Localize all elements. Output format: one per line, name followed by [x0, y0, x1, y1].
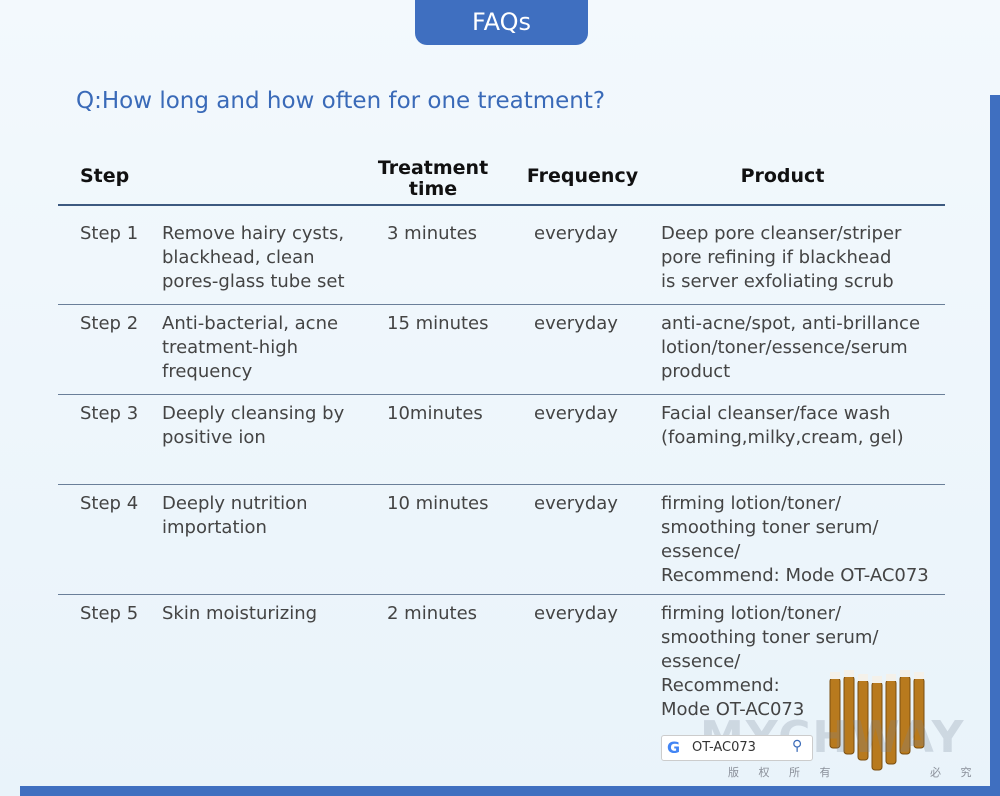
- row-rule: [58, 304, 945, 305]
- watermark-notice: 版 权 所 有: [728, 766, 839, 779]
- watermark-notice: 必 究: [930, 766, 980, 779]
- frequency: everyday: [534, 603, 618, 624]
- row-rule: [58, 394, 945, 395]
- step-description: Anti-bacterial, acne: [162, 313, 339, 334]
- step-description: frequency: [162, 361, 253, 382]
- bottom-bar: [20, 786, 1000, 796]
- product: product: [661, 361, 731, 382]
- frequency: everyday: [534, 223, 618, 244]
- row-rule: [58, 594, 945, 595]
- product: essence/: [661, 541, 741, 562]
- step-description: treatment-high: [162, 337, 299, 358]
- question: Q:How long and how often for one treatme…: [76, 88, 606, 114]
- treatment-time: 15 minutes: [387, 313, 489, 334]
- product: is server exfoliating scrub: [661, 271, 894, 292]
- treatment-time: 10 minutes: [387, 493, 489, 514]
- product: Facial cleanser/face wash: [661, 403, 891, 424]
- product: anti-acne/spot, anti-brillance: [661, 313, 921, 334]
- tab: FAQs: [415, 0, 588, 45]
- column-header: Step: [80, 165, 130, 187]
- product: firming lotion/toner/: [661, 603, 842, 624]
- product: smoothing toner serum/: [661, 627, 879, 648]
- product: Recommend: Mode OT-AC073: [661, 565, 929, 586]
- step-label: Step 4: [80, 493, 139, 514]
- bottles: [828, 668, 928, 778]
- header-rule: [58, 204, 945, 206]
- row-rule: [58, 484, 945, 485]
- frequency: everyday: [534, 403, 618, 424]
- search-query: OT-AC073: [692, 740, 756, 755]
- step-description: importation: [162, 517, 267, 538]
- step-description: Deeply nutrition: [162, 493, 308, 514]
- treatment-time: 2 minutes: [387, 603, 478, 624]
- treatment-time: 3 minutes: [387, 223, 478, 244]
- product: pore refining if blackhead: [661, 247, 892, 268]
- product: firming lotion/toner/: [661, 493, 842, 514]
- step-description: Skin moisturizing: [162, 603, 318, 624]
- column-header: Product: [740, 165, 825, 187]
- step-description: pores-glass tube set: [162, 271, 345, 292]
- product: lotion/toner/essence/serum: [661, 337, 908, 358]
- google-logo: G: [667, 738, 681, 757]
- frequency: everyday: [534, 313, 618, 334]
- step-label: Step 3: [80, 403, 139, 424]
- product: (foaming,milky,cream, gel): [661, 427, 904, 448]
- step-description: positive ion: [162, 427, 266, 448]
- step-label: Step 2: [80, 313, 139, 334]
- product: essence/: [661, 651, 741, 672]
- column-header: Frequency: [526, 165, 639, 187]
- frequency: everyday: [534, 493, 618, 514]
- product: Recommend:: [661, 675, 780, 696]
- bottle-image: [829, 670, 925, 771]
- step-description: Remove hairy cysts,: [162, 223, 345, 244]
- search-box[interactable]: G OT-AC073 ⚲: [661, 735, 813, 761]
- product: smoothing toner serum/: [661, 517, 879, 538]
- search-icon[interactable]: ⚲: [792, 738, 803, 754]
- right-bar: [990, 95, 1000, 796]
- step-description: blackhead, clean: [162, 247, 315, 268]
- step-description: Deeply cleansing by: [162, 403, 345, 424]
- treatment-time: 10minutes: [387, 403, 483, 424]
- product: Mode OT-AC073: [661, 699, 805, 720]
- column-header: Treatment time: [377, 157, 489, 200]
- product: Deep pore cleanser/striper: [661, 223, 902, 244]
- step-label: Step 1: [80, 223, 139, 244]
- step-label: Step 5: [80, 603, 139, 624]
